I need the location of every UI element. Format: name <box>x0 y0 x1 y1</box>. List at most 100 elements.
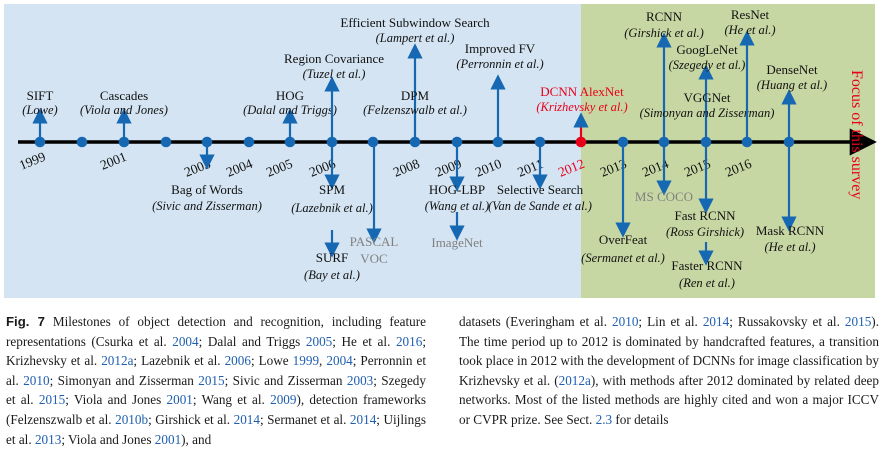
timeline-dot <box>243 136 255 148</box>
caption-fragment: ; Uijlings et al. <box>6 411 426 447</box>
citation-link[interactable]: 2001 <box>166 392 193 408</box>
caption-fragment: ; Szegedy et al. <box>6 372 426 408</box>
milestone: Efficient Subwindow Search(Lampert et al… <box>340 15 490 142</box>
caption-fragment: ; He et al. <box>332 333 396 349</box>
citation-link[interactable]: 2013 <box>34 431 62 447</box>
caption-fragment: ; Sermanet et al. <box>259 411 350 427</box>
milestone-authors: (Dalal and Triggs) <box>243 103 337 117</box>
citation-link[interactable]: 2005 <box>305 333 333 349</box>
milestone-authors: (Bay et al.) <box>304 268 360 282</box>
milestone-authors: (Szegedy et al.) <box>669 58 746 72</box>
milestone-authors: (Ross Girshick) <box>666 225 744 239</box>
caption-fragment: datasets (Everingham et al. <box>459 314 613 329</box>
citation-link[interactable]: 2003 <box>346 372 374 388</box>
milestone: Fast RCNN (Ross Girshick) <box>666 142 744 239</box>
citation-link[interactable]: 2.3 <box>595 411 613 427</box>
milestone-name: VOC <box>360 251 387 266</box>
milestone-name: Efficient Subwindow Search <box>340 15 490 30</box>
caption-fragment: , <box>319 353 327 369</box>
milestone-name: GoogLeNet <box>676 42 738 57</box>
citation-link[interactable]: 2004 <box>326 353 353 369</box>
caption-fragment: ; Girshick et al. <box>148 411 234 427</box>
milestone: GoogLeNet(Szegedy et al.) <box>669 42 746 142</box>
milestone: SPM (Lazebnik et al.) <box>291 142 373 215</box>
caption-fragment: ; Russakovsky et al. <box>729 314 845 329</box>
milestone-name: DCNN AlexNet <box>540 84 624 99</box>
milestone-authors: (Felzenszwalb et al.) <box>363 103 467 117</box>
milestone: SURF (Bay et al.) <box>304 230 360 282</box>
milestone-name: RCNN <box>646 9 683 24</box>
milestone-authors: (Lowe) <box>22 103 57 117</box>
citation-link[interactable]: 2006 <box>224 353 251 369</box>
citation-link[interactable]: 2014 <box>349 411 377 427</box>
caption-right-column: datasets (Everingham et al. 2010; Lin et… <box>459 312 879 430</box>
caption-fragment: ; Lin et al. <box>638 314 703 329</box>
milestone: MS COCO <box>635 142 693 204</box>
caption-fragment: ; Simonyan and Zisserman <box>49 372 199 388</box>
citation-link[interactable]: 2010 <box>23 372 50 388</box>
caption-fragment: ; Wang et al. <box>192 392 271 408</box>
citation-link[interactable]: 1999 <box>292 353 320 369</box>
caption-fragment: ; Krizhevsky et al. <box>6 333 426 369</box>
milestone: PASCAL VOC <box>350 142 399 266</box>
milestone-name: Selective Search <box>497 182 584 197</box>
citation-link[interactable]: 2010b <box>115 411 149 427</box>
caption-fragment: ; Lowe <box>250 353 293 369</box>
caption-text-continued: datasets (Everingham et al. 2010; Lin et… <box>459 312 879 430</box>
caption-fragment: ; Viola and Jones <box>65 392 167 408</box>
caption-left-column: Fig. 7 Milestones of object detection an… <box>6 312 426 449</box>
citation-link[interactable]: 2009 <box>270 392 297 408</box>
citation-link[interactable]: 2015 <box>198 372 225 388</box>
citation-link[interactable]: 2015 <box>844 314 872 329</box>
caption-fragment: for details <box>612 411 669 427</box>
citation-link[interactable]: 2004 <box>172 333 199 349</box>
milestone: OverFeat (Sermanet et al.) <box>581 142 665 265</box>
milestone-name: DenseNet <box>766 62 818 77</box>
timeline-dot <box>76 136 88 148</box>
caption-fragment: ; Perronnin et al. <box>6 353 426 388</box>
citation-link[interactable]: 2016 <box>395 333 423 349</box>
milestone-authors: (Wang et al.) <box>425 199 489 213</box>
caption-fragment: ; Dalal and Triggs <box>198 333 306 349</box>
milestone-name: Cascades <box>100 88 148 103</box>
milestone: Region Covariance(Tuzel et al.) <box>284 51 384 142</box>
citation-link[interactable]: 2014 <box>233 411 260 427</box>
milestone-name: ImageNet <box>431 235 483 250</box>
citation-link[interactable]: 2012a <box>558 372 591 388</box>
milestone-name: SURF <box>316 250 349 265</box>
milestones: SIFT(Lowe) Cascades(Viola and Jones) HOG(D… <box>22 7 827 290</box>
caption-fragment: ; Sivic and Zisserman <box>224 372 347 388</box>
citation-link[interactable]: 2012a <box>101 353 134 369</box>
milestone-name: Bag of Words <box>171 182 243 197</box>
milestone-name: DPM <box>401 88 430 103</box>
milestone-authors: (Tuzel et al.) <box>303 67 366 81</box>
milestone-name: PASCAL <box>350 234 399 249</box>
citation-link[interactable]: 2001 <box>154 431 182 447</box>
milestone-authors: (Ren et al.) <box>679 276 735 290</box>
milestone-name: Mask RCNN <box>756 223 825 238</box>
milestone: ResNet(He et al.) <box>724 7 776 142</box>
caption-fragment: ; Viola and Jones <box>61 431 155 447</box>
citation-link[interactable]: 2010 <box>612 314 639 329</box>
milestone-name: OverFeat <box>599 232 648 247</box>
milestone-authors: (Perronnin et al.) <box>456 57 543 71</box>
milestone: DCNN AlexNet(Krizhevsky et al.) <box>536 84 628 142</box>
milestone: RCNN (Girshick et al.) <box>624 9 704 142</box>
caption-fragment: ), detection frameworks (Felzenszwalb et… <box>6 392 426 427</box>
milestone-name: Fast RCNN <box>674 208 736 223</box>
milestone: SIFT(Lowe) <box>22 88 58 142</box>
milestone-authors: (He et al.) <box>724 23 775 37</box>
focus-of-survey-label: Focus of this survey <box>848 70 865 199</box>
milestone: Cascades(Viola and Jones) <box>80 88 168 142</box>
milestone-timeline-figure: 1999 2001 2003 2004 2005 2006 2008 2009 2010 2011… <box>4 4 877 298</box>
citation-link[interactable]: 2015 <box>38 392 66 408</box>
milestone: Selective Search (Van de Sande et al.) <box>488 142 592 213</box>
milestone: DenseNet(Huang et al.) <box>757 62 827 142</box>
citation-link[interactable]: 2014 <box>702 314 730 329</box>
pre-2012-panel <box>4 4 581 298</box>
milestone-authors: (He et al.) <box>764 240 815 254</box>
milestone-name: Improved FV <box>465 41 536 56</box>
milestone: HOG(Dalal and Triggs) <box>243 88 337 142</box>
milestone-authors: (Krizhevsky et al.) <box>536 100 627 114</box>
milestone-authors: (Girshick et al.) <box>624 26 704 40</box>
